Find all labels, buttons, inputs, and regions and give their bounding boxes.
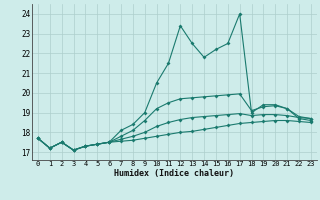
X-axis label: Humidex (Indice chaleur): Humidex (Indice chaleur) xyxy=(115,169,234,178)
